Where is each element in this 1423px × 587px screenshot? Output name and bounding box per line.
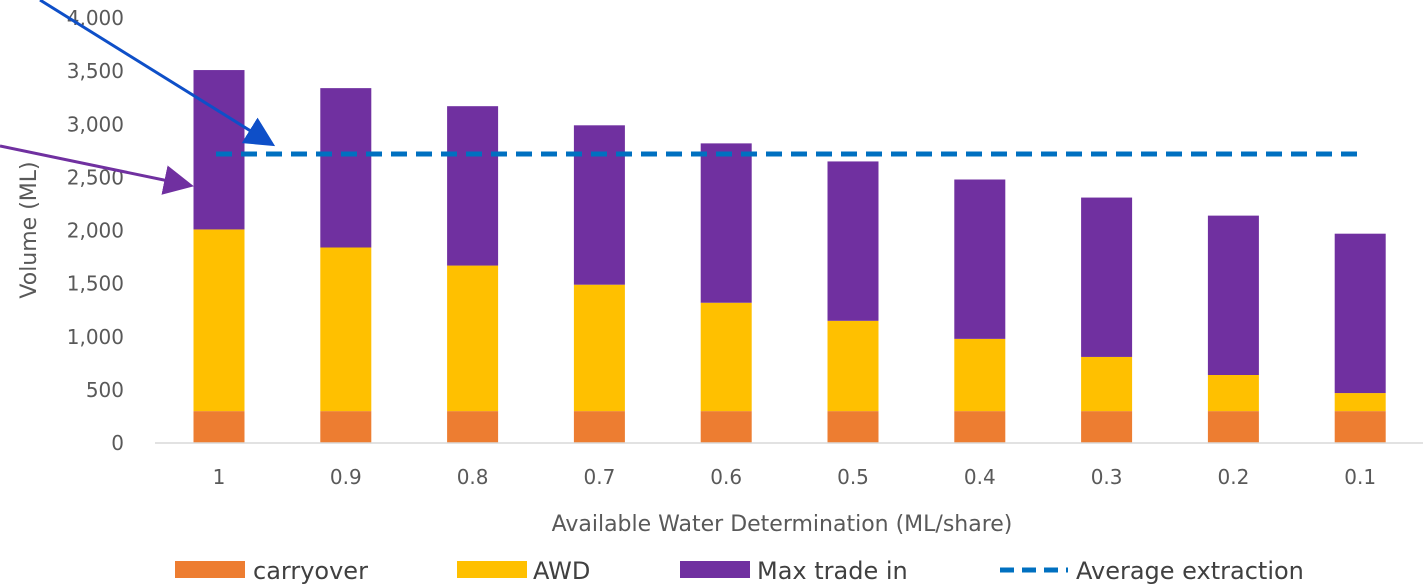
bar-segment-carryover xyxy=(1207,411,1259,443)
bar-segment-max-trade-in xyxy=(1207,215,1259,375)
bar-segment-awd xyxy=(447,265,499,412)
x-tick-label: 0.3 xyxy=(1091,465,1123,489)
bar-segment-carryover xyxy=(1081,411,1133,443)
bar-segment-carryover xyxy=(447,411,499,443)
bar-segment-awd xyxy=(1334,393,1386,412)
x-tick-label: 0.6 xyxy=(710,465,742,489)
x-tick-label: 0.1 xyxy=(1344,465,1376,489)
bar-segment-awd xyxy=(1207,375,1259,412)
bar-segment-max-trade-in xyxy=(1334,233,1386,394)
annotation-arrow-blue xyxy=(39,0,276,147)
x-tick-label: 0.5 xyxy=(837,465,869,489)
bar-segment-max-trade-in xyxy=(193,70,245,230)
x-tick-label: 0.8 xyxy=(457,465,489,489)
y-tick-label: 4,000 xyxy=(67,6,124,30)
y-axis-title: Volume (ML) xyxy=(17,161,42,298)
y-tick-label: 1,000 xyxy=(67,325,124,349)
bar-segment-awd xyxy=(573,284,625,412)
bar-segment-awd xyxy=(1081,356,1133,412)
legend: carryover AWD Max trade in Average extra… xyxy=(175,557,1304,585)
bar-segment-awd xyxy=(700,302,752,412)
bar-segment-carryover xyxy=(193,411,245,443)
y-tick-label: 3,000 xyxy=(67,112,124,136)
legend-swatch-max-trade-in xyxy=(680,561,750,578)
x-tick-label: 0.2 xyxy=(1217,465,1249,489)
legend-swatch-awd xyxy=(457,561,527,578)
bar-segment-awd xyxy=(193,229,245,412)
y-tick-label: 2,000 xyxy=(67,219,124,243)
bar-segment-carryover xyxy=(700,411,752,443)
bar-segment-max-trade-in xyxy=(700,143,752,303)
legend-label-average-extraction: Average extraction xyxy=(1076,557,1304,585)
bar-segment-max-trade-in xyxy=(1081,197,1133,357)
bar-segment-carryover xyxy=(573,411,625,443)
bar-segment-carryover xyxy=(954,411,1006,443)
legend-label-max-trade-in: Max trade in xyxy=(757,557,908,585)
bar-segment-max-trade-in xyxy=(827,161,879,321)
x-axis-title: Available Water Determination (ML/share) xyxy=(552,512,1013,537)
bar-segment-carryover xyxy=(320,411,372,443)
y-tick-label: 500 xyxy=(86,378,124,402)
bar-segment-awd xyxy=(320,247,372,412)
bar-segment-carryover xyxy=(827,411,879,443)
x-tick-label: 0.7 xyxy=(583,465,615,489)
legend-label-awd: AWD xyxy=(533,557,590,585)
bar-segment-max-trade-in xyxy=(320,88,372,248)
x-tick-label: 0.9 xyxy=(330,465,362,489)
y-tick-label: 3,500 xyxy=(67,59,124,83)
legend-swatch-carryover xyxy=(175,561,245,578)
x-axis-ticks: 1 0.9 0.8 0.7 0.6 0.5 0.4 0.3 0.2 0.1 xyxy=(213,465,1376,489)
x-tick-label: 1 xyxy=(213,465,226,489)
bar-segment-max-trade-in xyxy=(954,179,1006,339)
bar-segment-awd xyxy=(954,338,1006,412)
annotation-arrow-purple xyxy=(0,144,194,195)
bars xyxy=(193,70,1386,443)
legend-label-carryover: carryover xyxy=(253,557,368,585)
bar-segment-awd xyxy=(827,320,879,412)
y-tick-label: 0 xyxy=(111,431,124,455)
bar-segment-max-trade-in xyxy=(447,106,499,266)
y-tick-label: 1,500 xyxy=(67,272,124,296)
x-tick-label: 0.4 xyxy=(964,465,996,489)
bar-segment-max-trade-in xyxy=(573,125,625,285)
bar-segment-carryover xyxy=(1334,411,1386,443)
